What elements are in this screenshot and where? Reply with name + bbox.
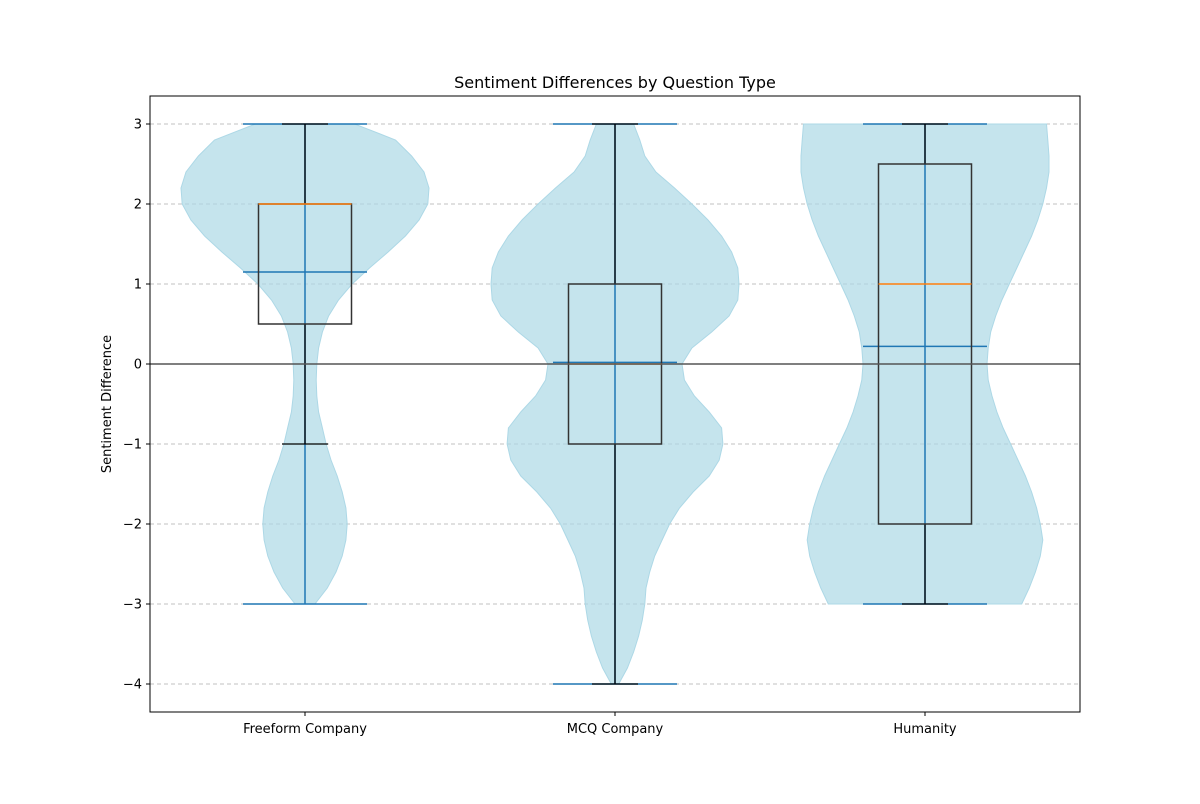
- y-tick-label: −2: [123, 518, 142, 533]
- y-tick-label: −3: [123, 598, 142, 613]
- y-tick-label: 1: [134, 278, 142, 293]
- box-layer: [257, 123, 973, 685]
- y-tick-label: −4: [123, 678, 142, 693]
- x-tick-label: Humanity: [893, 722, 957, 737]
- y-axis-label: Sentiment Difference: [100, 335, 115, 473]
- axis-layer: −4 −3 −2 −1 0 1 2 3 Freeform Company MCQ Company H…: [123, 95, 1081, 737]
- chart-title: Sentiment Differences by Question Type: [454, 73, 776, 92]
- y-tick-label: 2: [134, 198, 142, 213]
- y-tick-label: −1: [123, 438, 142, 453]
- x-tick-label: MCQ Company: [567, 722, 664, 737]
- y-tick-label: 0: [134, 358, 142, 373]
- y-tick-label: 3: [134, 118, 142, 133]
- box-iqr: [877, 163, 973, 525]
- x-tick-label: Freeform Company: [243, 722, 367, 737]
